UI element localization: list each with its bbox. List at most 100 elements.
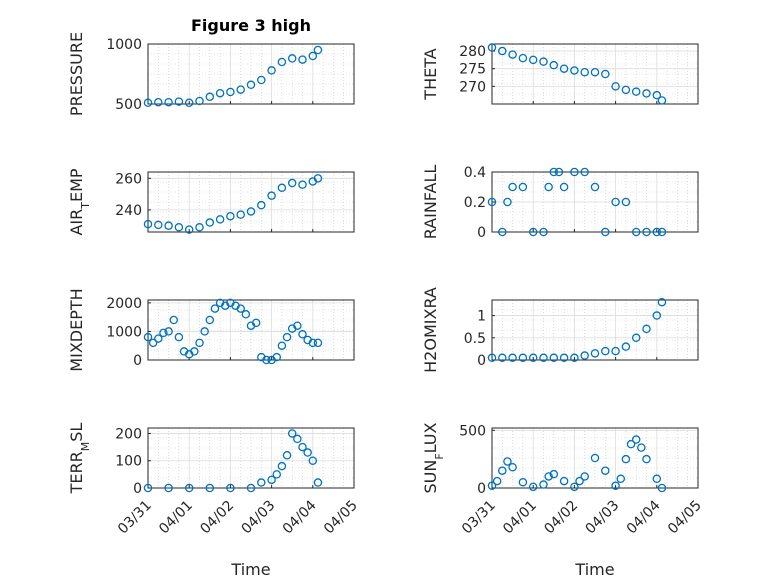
y-tick-label: 2000 (106, 296, 142, 312)
subplot-rainfall: 0 0.2 0.4 RAINFALL (421, 165, 699, 241)
data-point (159, 328, 168, 338)
data-point (621, 197, 631, 207)
subplot-terr-msl: 0 100 200 TERRMSL 03/31 04/01 04/02 04/03 04/04 0… (67, 423, 361, 538)
data-point (601, 346, 610, 356)
data-point (508, 353, 517, 363)
y-tick-label: 1000 (106, 324, 142, 340)
data-point (549, 469, 559, 479)
data-point (174, 223, 184, 232)
data-point (143, 98, 153, 108)
data-point (287, 178, 297, 188)
data-point (590, 182, 600, 192)
y-axis-label: RAINFALL (421, 165, 440, 240)
data-point (282, 451, 292, 460)
data-point (226, 211, 235, 221)
data-point (226, 483, 235, 493)
data-point (580, 167, 589, 177)
y-axis-label: AIRTEMP (67, 168, 92, 235)
data-point (313, 174, 323, 183)
data-point (652, 90, 662, 100)
x-tick-label: 04/01 (500, 498, 540, 538)
data-point (611, 346, 620, 356)
data-point (611, 197, 620, 207)
data-point (508, 182, 517, 192)
x-axis-label-left: Time (230, 560, 270, 579)
data-point (143, 483, 153, 493)
data-point (257, 478, 266, 487)
data-point (143, 332, 153, 342)
data-point (642, 227, 651, 237)
data-point (272, 470, 281, 479)
data-point (657, 227, 667, 237)
data-point (559, 353, 569, 363)
data-point (559, 182, 569, 192)
data-point (549, 167, 559, 177)
data-point (190, 347, 199, 356)
data-point (298, 180, 307, 189)
data-point (184, 225, 194, 234)
data-point (246, 80, 256, 90)
y-tick-label: 0 (477, 225, 486, 241)
y-axis-label: H2OMIXRA (421, 287, 440, 373)
data-point (164, 97, 173, 107)
y-tick-label: 0 (133, 481, 142, 497)
data-point (631, 87, 641, 96)
data-point (313, 478, 323, 487)
y-axis-label: PRESSURE (67, 32, 86, 116)
y-tick-label: 280 (459, 44, 486, 60)
data-point (236, 85, 245, 94)
y-tick-label: 100 (115, 454, 142, 470)
data-point (637, 443, 646, 452)
data-point (503, 457, 512, 466)
data-point (241, 310, 251, 319)
data-point (580, 472, 589, 481)
x-tick-label: 04/03 (239, 498, 279, 538)
x-axis-label-right: Time (574, 560, 614, 579)
data-point (657, 483, 667, 493)
data-point (616, 474, 626, 484)
data-point (148, 338, 158, 348)
data-point (518, 477, 528, 487)
data-point (205, 218, 215, 227)
data-point (559, 64, 569, 73)
data-point (601, 69, 610, 79)
data-point (277, 183, 287, 193)
data-point (590, 67, 600, 77)
data-point (215, 215, 225, 224)
y-tick-label: 0 (477, 353, 486, 369)
data-point (195, 338, 204, 348)
data-point (164, 221, 173, 230)
data-point (174, 97, 184, 106)
data-point (498, 46, 507, 56)
axes-border (147, 171, 355, 233)
axes-border (491, 171, 699, 233)
data-point (487, 43, 497, 52)
data-point (570, 167, 579, 177)
data-point (267, 191, 276, 200)
y-tick-label: 1000 (106, 37, 142, 53)
data-point (313, 338, 323, 348)
data-point (621, 85, 631, 95)
y-tick-label: 0.4 (464, 165, 486, 181)
data-point (164, 327, 173, 336)
data-point (544, 472, 553, 481)
data-point (518, 53, 528, 63)
figure-title: Figure 3 high (191, 16, 311, 35)
data-point (272, 352, 281, 362)
data-point (642, 324, 651, 334)
data-point (257, 75, 266, 85)
data-point (298, 330, 307, 339)
data-point (277, 57, 287, 67)
subplot-sun-flux: 0 500 SUNFLUX 03/31 04/01 04/02 04/03 04/04 04/0… (421, 422, 705, 537)
data-point (518, 353, 528, 363)
data-point (539, 227, 548, 237)
data-point (657, 96, 667, 105)
data-point (539, 353, 548, 363)
data-point (601, 227, 610, 237)
data-point (570, 353, 579, 363)
data-point (298, 442, 307, 452)
x-tick-label: 04/04 (280, 497, 320, 537)
x-tick-label: 04/05 (665, 498, 705, 538)
